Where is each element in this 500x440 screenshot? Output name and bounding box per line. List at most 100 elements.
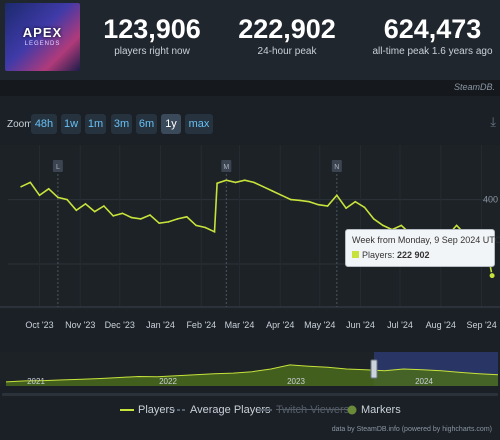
players-data-point	[167, 221, 170, 223]
players-data-point	[363, 206, 366, 209]
players-data-point	[234, 181, 237, 184]
players-now-value: 123,906	[103, 14, 201, 44]
logo-title: APEX	[22, 25, 63, 40]
legend-item-average-players[interactable]: Average Players	[172, 404, 271, 416]
players-data-point	[225, 179, 228, 181]
players-data-point	[29, 181, 32, 184]
zoom-1y-button[interactable]: 1y	[161, 114, 181, 134]
players-data-point	[455, 224, 458, 227]
average-legend-line-icon	[172, 409, 186, 411]
plot-background	[0, 145, 500, 310]
players-data-point	[271, 190, 274, 192]
players-data-point	[345, 207, 347, 209]
steamdb-watermark: SteamDB.	[453, 82, 495, 92]
chart-tooltip: Week from Monday, 9 Sep 2024 UTC Players…	[345, 229, 500, 267]
tooltip-value-row: Players: 222 902	[352, 250, 430, 260]
navigator-line	[5, 364, 499, 383]
zoom-3m-button[interactable]: 3m	[111, 114, 132, 134]
legend-twitch-label: Twitch Viewers	[276, 404, 350, 416]
tooltip-value: 222 902	[397, 250, 430, 260]
navigator-year-label: 2022	[159, 377, 177, 386]
players-data-point	[75, 209, 78, 212]
players-data-point	[176, 218, 179, 220]
players-data-point	[400, 224, 403, 227]
x-axis-tick-label: Sep '24	[466, 320, 496, 330]
zoom-max-button[interactable]: max	[185, 114, 213, 134]
players-data-point	[84, 203, 87, 205]
legend-item-twitch-viewers[interactable]: Twitch Viewers	[258, 404, 349, 416]
peak-24h-label: 24-hour peak	[257, 46, 317, 57]
players-data-point	[112, 215, 114, 217]
all-time-peak-value: 624,473	[383, 14, 482, 44]
markers-legend-dot-icon	[347, 405, 357, 415]
x-axis-tick-label: Dec '23	[105, 320, 135, 330]
navigator-area	[6, 364, 498, 386]
navigator-scrollbar	[2, 393, 498, 396]
hover-point	[488, 272, 496, 280]
tooltip-swatch	[352, 251, 359, 258]
source-strip: SteamDB.	[0, 80, 500, 96]
all-time-peak-label: all-time peak 1.6 years ago	[372, 46, 493, 57]
players-data-point	[253, 181, 255, 184]
navigator-handle-left	[370, 359, 378, 379]
players-data-point	[326, 205, 329, 207]
download-icon[interactable]: ⤓	[490, 114, 496, 129]
players-data-point	[57, 196, 59, 199]
players-data-point	[204, 226, 207, 229]
players-data-point	[216, 182, 218, 184]
x-axis-tick-label: Nov '23	[65, 320, 95, 330]
tooltip-title: Week from Monday, 9 Sep 2024 UTC	[352, 235, 500, 245]
marker-flag	[221, 160, 232, 172]
marker-label: L	[56, 164, 60, 171]
players-data-point	[130, 216, 133, 219]
players-data-point	[38, 194, 41, 197]
players-data-point	[121, 212, 124, 215]
x-axis-tick-label: Mar '24	[225, 320, 255, 330]
stats-header: APEX LEGENDS 123,906 players right now 2…	[0, 0, 500, 80]
players-data-point	[372, 218, 375, 220]
zoom-label: Zoom	[7, 119, 33, 130]
x-axis-tick-label: May '24	[304, 320, 335, 330]
players-data-point	[195, 224, 197, 227]
players-now-label: players right now	[114, 46, 190, 57]
players-data-point	[140, 218, 142, 220]
legend-markers-label: Markers	[361, 404, 401, 416]
marker-label: N	[334, 164, 339, 171]
twitch-legend-line-icon	[258, 409, 272, 412]
players-data-point	[213, 231, 216, 233]
game-logo[interactable]: APEX LEGENDS	[5, 3, 80, 71]
peak-24h-value: 222,902	[238, 14, 336, 44]
players-data-point	[47, 188, 50, 190]
zoom-1m-button[interactable]: 1m	[85, 114, 106, 134]
players-legend-line-icon	[120, 409, 134, 412]
marker-flag	[52, 160, 63, 172]
x-axis-tick-label: Apr '24	[266, 320, 294, 330]
players-data-point	[243, 179, 246, 181]
players-data-point	[93, 210, 96, 213]
all-time-peak-stat: 624,473 all-time peak 1.6 years ago	[365, 14, 500, 57]
players-data-point	[66, 198, 68, 201]
x-axis-tick-label: Aug '24	[426, 320, 456, 330]
players-data-point	[262, 185, 265, 188]
zoom-1w-button[interactable]: 1w	[61, 114, 81, 134]
x-axis-tick-label: Jun '24	[346, 320, 375, 330]
y-axis-tick-label: 400	[483, 195, 498, 205]
players-data-point	[158, 222, 160, 224]
players-data-point	[103, 205, 105, 207]
players-data-point	[336, 194, 338, 197]
chart-credits: data by SteamDB.info (powered by highcha…	[331, 426, 492, 433]
legend-average-label: Average Players	[190, 404, 271, 416]
legend-item-markers[interactable]: Markers	[346, 404, 401, 416]
players-data-point	[317, 203, 320, 206]
zoom-6m-button[interactable]: 6m	[136, 114, 157, 134]
x-axis-tick-label: Feb '24	[186, 320, 216, 330]
players-data-point	[149, 214, 151, 216]
legend-players-label: Players	[138, 404, 175, 416]
players-now-stat: 123,906 players right now	[97, 14, 207, 57]
logo-subtitle: LEGENDS	[24, 41, 61, 47]
legend-item-players[interactable]: Players	[120, 404, 175, 416]
players-data-point	[308, 200, 311, 203]
zoom-48h-button[interactable]: 48h	[31, 114, 57, 134]
players-data-point	[290, 198, 292, 201]
